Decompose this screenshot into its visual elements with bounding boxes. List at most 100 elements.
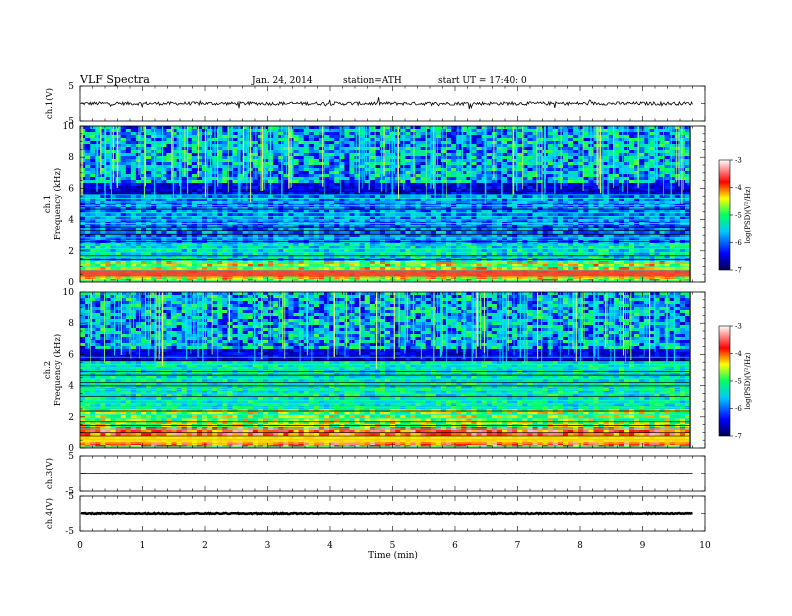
spectrogram-cell — [293, 207, 299, 211]
spectrogram-cell — [278, 207, 284, 211]
spectrogram-cell — [151, 126, 157, 130]
spectrogram-cell — [115, 186, 122, 190]
spectrogram-cell — [547, 156, 554, 160]
spectrogram-cell — [110, 213, 116, 217]
spectrogram-cell — [486, 129, 493, 133]
spectrogram-cell — [415, 192, 421, 196]
spectrogram-cell — [405, 144, 411, 148]
spectrogram-cell — [639, 177, 645, 181]
spectrogram-cell — [639, 198, 645, 202]
spectrogram-cell — [146, 132, 152, 136]
spectrogram-cell — [608, 207, 615, 211]
spectrogram-cell — [151, 225, 157, 229]
spectrogram-cell — [451, 171, 457, 175]
spectrogram-cell — [578, 225, 584, 229]
spectrogram-cell — [435, 189, 442, 193]
spectrogram-cell — [430, 225, 437, 229]
spectrogram-cell — [659, 129, 665, 133]
spectrogram-cell — [110, 195, 116, 199]
spectrogram-cell — [115, 198, 122, 202]
spectrogram-cell — [303, 198, 310, 202]
spectrogram-cell — [461, 189, 467, 193]
spectrogram-cell — [166, 231, 172, 235]
spectrogram-cell — [369, 159, 376, 163]
spectrogram-cell — [334, 168, 340, 172]
spectrogram-cell — [608, 213, 615, 217]
spectrogram-cell — [329, 201, 335, 205]
spectrogram-cell — [410, 180, 416, 184]
spectrogram-cell — [171, 132, 177, 136]
spectrogram-cell — [583, 189, 589, 193]
spectrogram-cell — [557, 228, 564, 232]
spectrogram-cell — [90, 177, 96, 181]
spectrogram-cell — [461, 177, 467, 181]
spectrogram-cell — [273, 126, 279, 130]
spectrogram-cell — [379, 174, 386, 178]
spectrogram-cell — [334, 246, 340, 250]
spectrogram-cell — [466, 228, 472, 232]
spectrogram-cell — [435, 147, 442, 151]
spectrogram-cell — [196, 189, 203, 193]
spectrogram-cell — [166, 216, 172, 220]
spectrogram-cell — [471, 180, 477, 184]
spectrogram-cell — [146, 234, 152, 238]
spectrogram-cell — [522, 180, 528, 184]
spectrogram-cell — [385, 246, 391, 250]
spectrogram-cell — [461, 231, 467, 235]
spectrogram-cell — [502, 246, 508, 250]
spectrogram-cell — [644, 195, 650, 199]
spectrogram-cell — [440, 189, 447, 193]
spectrogram-cell — [120, 234, 127, 238]
spectrogram-cell — [512, 147, 518, 151]
spectrogram-cell — [166, 174, 172, 178]
spectrogram-cell — [130, 213, 137, 217]
spectrogram-cell — [263, 219, 269, 223]
spectrogram-cell — [344, 126, 350, 130]
spectrogram-cell — [278, 141, 284, 145]
spectrogram-cell — [608, 189, 615, 193]
spectrogram-cell — [191, 213, 198, 217]
spectrogram-cell — [141, 195, 147, 199]
spectrogram-cell — [385, 216, 391, 220]
spectrogram-cell — [151, 210, 157, 214]
spectrogram-cell — [130, 138, 137, 142]
spectrogram-cell — [156, 141, 162, 145]
spectrogram-cell — [537, 195, 543, 199]
spectrogram-cell — [303, 186, 310, 190]
spectrogram-cell — [339, 165, 345, 169]
spectrogram-cell — [324, 189, 330, 193]
figure-title: VLF Spectra — [79, 73, 150, 86]
spectrogram-cell — [446, 192, 452, 196]
spectrogram-cell — [456, 246, 462, 250]
spectrogram-cell — [456, 126, 462, 130]
spectrogram-cell — [588, 195, 594, 199]
spectrogram-cell — [298, 132, 305, 136]
spectrogram-cell — [364, 165, 371, 169]
spectrogram-cell — [481, 216, 488, 220]
spectrogram-cell — [90, 159, 96, 163]
spectrogram-cell — [207, 174, 213, 178]
spectrogram-cell — [385, 189, 391, 193]
spectrogram-cell — [349, 156, 355, 160]
spectrogram-cell — [130, 192, 137, 196]
spectrogram-cell — [415, 207, 421, 211]
spectrogram-cell — [324, 192, 330, 196]
spectrogram-cell — [563, 225, 569, 229]
spectrogram-cell — [563, 216, 569, 220]
spectrogram-cell — [563, 162, 569, 166]
spectrogram-cell — [644, 132, 650, 136]
spectrogram-cell — [507, 171, 513, 175]
spectrogram-cell — [507, 231, 513, 235]
spectrogram-cell — [379, 210, 386, 214]
spectrogram-cell — [344, 177, 350, 181]
spectrogram-cell — [522, 159, 528, 163]
spectrogram-cell — [476, 219, 482, 223]
spectrogram-cell — [405, 132, 411, 136]
spectrogram-cell — [100, 216, 106, 220]
spectrogram-cell — [578, 195, 584, 199]
spectrogram-cell — [502, 171, 508, 175]
spectrogram-cell — [649, 183, 655, 187]
spectrogram-cell — [105, 147, 111, 151]
spectrogram-cell — [451, 180, 457, 184]
